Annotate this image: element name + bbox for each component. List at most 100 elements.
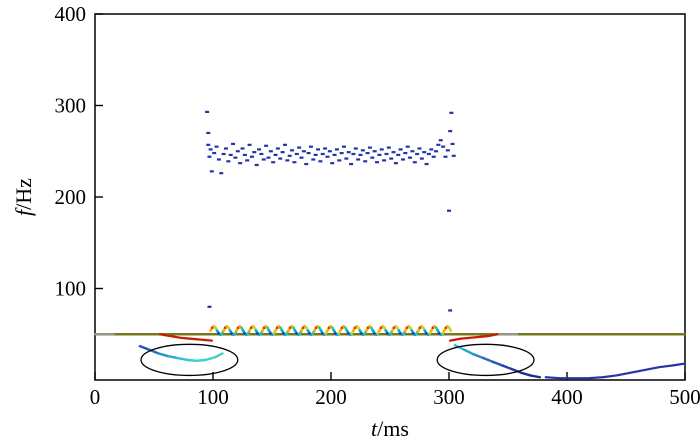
scatter-dot bbox=[247, 143, 252, 146]
scatter-dot bbox=[351, 152, 356, 156]
scatter-dot bbox=[451, 154, 456, 157]
x-tick-label: 400 bbox=[551, 385, 583, 409]
scatter-dot bbox=[327, 150, 332, 153]
scatter-dot bbox=[334, 148, 339, 151]
scatter-dot bbox=[316, 148, 321, 151]
scatter-dot bbox=[228, 153, 233, 157]
scatter-dot bbox=[337, 159, 342, 162]
scatter-dot bbox=[206, 131, 211, 135]
scatter-dot bbox=[431, 155, 436, 158]
highlight-ellipse bbox=[436, 343, 535, 377]
scatter-dot bbox=[216, 158, 221, 161]
scatter-dot bbox=[235, 150, 240, 153]
scatter-dot bbox=[271, 161, 276, 164]
scatter-dot bbox=[320, 152, 325, 156]
scatter-dot bbox=[363, 160, 368, 163]
scatter-dot bbox=[325, 155, 330, 158]
scatter-dot bbox=[429, 148, 434, 151]
scatter-dot bbox=[205, 110, 210, 114]
scatter-dot bbox=[382, 159, 387, 162]
blue-trail-left bbox=[138, 344, 224, 362]
trail-segment bbox=[472, 353, 485, 360]
scatter-dot bbox=[419, 157, 424, 160]
trail-segment bbox=[491, 360, 504, 367]
scatter-dot bbox=[410, 150, 415, 153]
scatter-dot bbox=[443, 155, 448, 158]
scatter-dot bbox=[365, 151, 370, 155]
red-transition-left bbox=[158, 333, 213, 342]
trail-segment bbox=[185, 358, 198, 362]
scatter-dot bbox=[339, 151, 344, 155]
scatter-dot bbox=[290, 149, 295, 152]
scatter-dot bbox=[405, 145, 410, 148]
tail-curve bbox=[544, 362, 687, 380]
carrier-wave bbox=[209, 325, 453, 337]
scatter-dot bbox=[221, 152, 226, 156]
x-axis-symbol: t bbox=[371, 416, 378, 441]
scatter-dot bbox=[396, 153, 401, 157]
trail-segment bbox=[157, 352, 170, 358]
scatter-dot bbox=[412, 161, 417, 164]
y-tick-label: 200 bbox=[55, 185, 87, 209]
scatter-dot bbox=[306, 151, 311, 155]
scatter-dot bbox=[278, 157, 283, 160]
scatter-dot bbox=[370, 156, 375, 159]
x-axis-unit: /ms bbox=[377, 416, 409, 441]
trail-segment bbox=[529, 374, 542, 379]
scatter-dot bbox=[308, 145, 313, 148]
trail-segment bbox=[166, 355, 179, 360]
scatter-dot bbox=[257, 148, 262, 151]
scatter-dot bbox=[313, 153, 318, 157]
scatter-dot bbox=[299, 156, 304, 159]
trail-segment bbox=[176, 356, 189, 362]
scatter-dot bbox=[304, 162, 309, 166]
scatter-dot bbox=[219, 172, 224, 175]
scatter-dot bbox=[268, 150, 273, 153]
scatter-dot bbox=[445, 149, 450, 152]
scatter-dot bbox=[209, 170, 214, 173]
scatter-dot bbox=[434, 150, 439, 153]
scatter-dot bbox=[275, 147, 280, 150]
scatter-dot bbox=[282, 143, 287, 146]
x-tick-label: 200 bbox=[315, 385, 347, 409]
scatter-dot bbox=[294, 152, 299, 156]
y-axis-unit: /Hz bbox=[11, 178, 36, 210]
scatter-dot bbox=[280, 151, 285, 154]
x-tick-label: 100 bbox=[197, 385, 229, 409]
scatter-dot bbox=[287, 154, 292, 157]
scatter-dot bbox=[297, 146, 302, 149]
scatter-dot bbox=[207, 305, 212, 308]
scatter-dot bbox=[249, 155, 254, 158]
scatter-dot bbox=[422, 151, 427, 154]
scatter-dot bbox=[400, 158, 405, 161]
scatter-dot bbox=[259, 152, 264, 156]
scatter-dot bbox=[389, 157, 394, 160]
scatter-dot bbox=[379, 148, 384, 151]
y-tick-label: 300 bbox=[55, 94, 87, 118]
scatter-dot bbox=[318, 160, 323, 163]
scatter-dot bbox=[242, 153, 247, 157]
scatter-dot bbox=[386, 146, 391, 149]
highlight-ellipse bbox=[140, 343, 239, 377]
scatter-dot bbox=[426, 152, 431, 156]
scatter-dot bbox=[231, 142, 236, 146]
trail-segment bbox=[204, 355, 217, 362]
scatter-dot bbox=[448, 309, 453, 312]
trail-segment bbox=[510, 367, 523, 374]
trail-segment bbox=[500, 364, 513, 371]
scatter-dot bbox=[233, 156, 238, 159]
blue-trail-right bbox=[453, 344, 542, 379]
x-tick-label: 0 bbox=[90, 385, 101, 409]
scatter-dot bbox=[403, 151, 408, 155]
trail-segment bbox=[138, 344, 151, 352]
scatter-dot bbox=[261, 158, 266, 161]
scatter-dot bbox=[360, 149, 365, 152]
scatter-dot bbox=[391, 151, 396, 154]
scatter-dot bbox=[323, 147, 328, 150]
scatter-dot bbox=[245, 159, 250, 162]
scatter-dot bbox=[377, 153, 382, 157]
scatter-dot bbox=[252, 151, 257, 154]
scatter-dot bbox=[214, 145, 219, 148]
